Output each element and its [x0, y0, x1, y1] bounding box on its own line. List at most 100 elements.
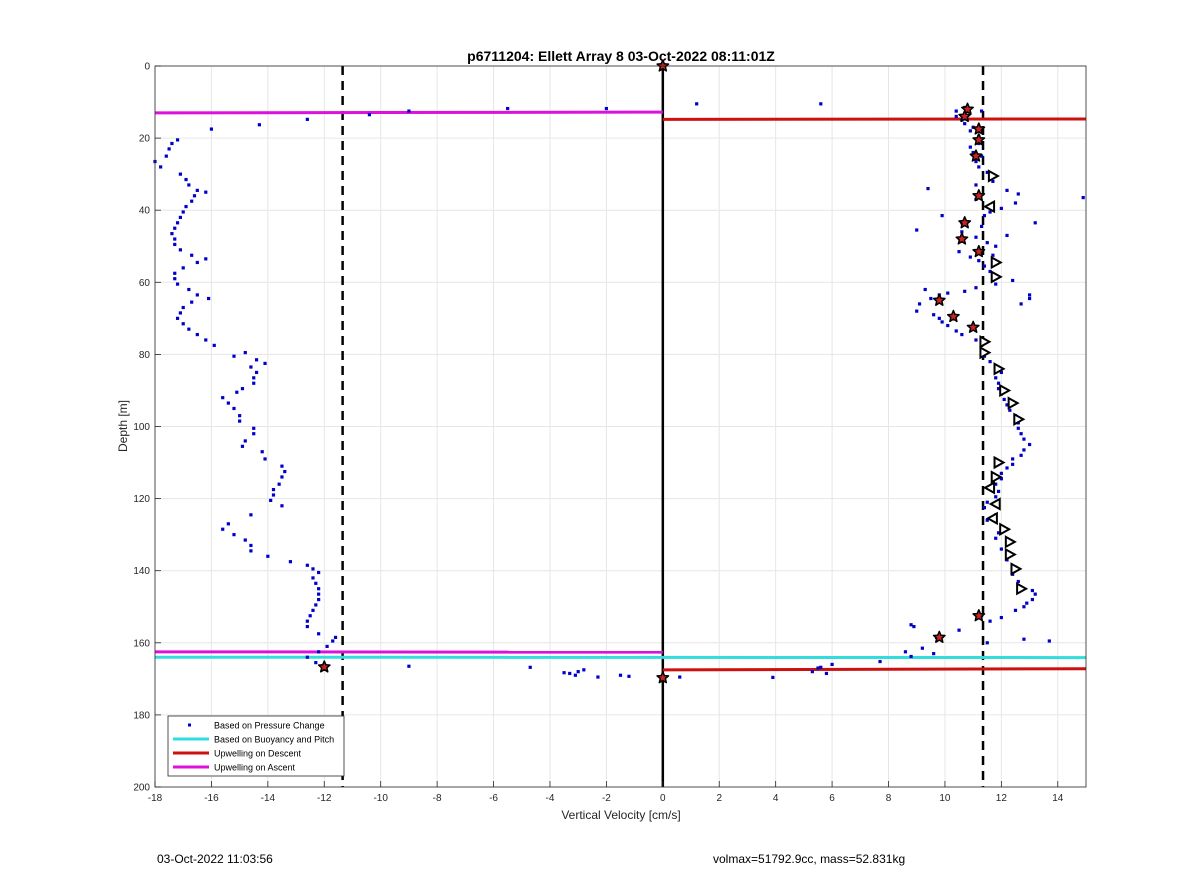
x-axis-label: Vertical Velocity [cm/s]: [561, 808, 680, 822]
data-point: [187, 287, 191, 292]
data-point: [971, 150, 975, 155]
red-star-marker: [955, 232, 969, 245]
data-point: [317, 597, 321, 602]
y-tick-label: 120: [133, 494, 150, 505]
x-axis-ticks: -18 -16 -14 -12 -10 -8 -6 -4 -2 0 2 4 6 8 10 12 14: [148, 781, 1064, 804]
triangle-right-marker: [990, 270, 1003, 284]
data-point: [164, 154, 168, 158]
x-tick-label: -14: [261, 793, 276, 804]
data-point: [1005, 188, 1009, 192]
data-point: [175, 316, 180, 320]
data-point: [181, 305, 185, 310]
triangle-right-marker: [993, 362, 1006, 376]
data-point: [178, 172, 182, 176]
triangle-right-marker: [1016, 582, 1029, 596]
data-point: [929, 296, 933, 301]
footer-timestamp: 03-Oct-2022 11:03:56: [157, 852, 273, 866]
data-point: [932, 313, 936, 317]
data-point: [1019, 302, 1023, 306]
data-point: [181, 322, 185, 326]
y-tick-label: 200: [133, 783, 150, 794]
data-point: [982, 214, 987, 218]
data-point: [170, 232, 174, 236]
data-point: [238, 414, 242, 418]
y-axis-ticks: 0 20 40 60 80 100 120 140 160 180 200: [133, 62, 161, 794]
data-point: [192, 194, 197, 198]
data-point: [173, 277, 177, 281]
y-tick-label: 40: [139, 206, 151, 217]
red-star-marker: [958, 109, 972, 123]
x-tick-label: 4: [773, 793, 779, 804]
data-point: [235, 390, 239, 394]
data-point: [204, 257, 208, 261]
data-point: [207, 296, 211, 301]
data-point: [243, 439, 247, 443]
data-point: [1011, 457, 1015, 461]
data-point: [1016, 192, 1020, 196]
data-point: [695, 102, 699, 106]
data-point: [204, 190, 208, 194]
data-point: [317, 570, 321, 575]
data-point: [985, 518, 989, 522]
red-star-marker: [972, 122, 986, 135]
data-point: [308, 614, 312, 618]
y-tick-label: 20: [139, 134, 151, 145]
red-star-marker: [972, 189, 986, 202]
data-point: [280, 504, 284, 508]
red-star-marker: [656, 59, 670, 72]
upwelling-lines: [154, 110, 1087, 672]
data-point: [181, 266, 185, 270]
data-point: [252, 381, 256, 385]
data-point: [980, 224, 984, 229]
red-star-marker: [972, 133, 986, 146]
data-point: [1008, 408, 1012, 412]
data-point: [977, 141, 981, 146]
triangle-left-marker: [983, 199, 996, 214]
data-point: [195, 293, 199, 297]
data-point: [170, 141, 174, 146]
data-point: [937, 316, 941, 320]
data-point: [974, 338, 978, 342]
data-point: [311, 567, 315, 571]
legend-label: Based on Buoyancy and Pitch: [214, 735, 334, 745]
data-point: [963, 122, 967, 126]
data-point: [974, 235, 978, 239]
data-point: [249, 549, 253, 553]
data-point: [996, 381, 1001, 385]
triangle-left-marker: [988, 497, 1001, 511]
legend: Based on Pressure Change Based on Buoyanc…: [167, 715, 345, 777]
data-point: [985, 500, 989, 504]
x-tick-label: -4: [546, 793, 555, 804]
data-point: [1025, 601, 1029, 605]
data-point: [243, 538, 247, 542]
x-tick-label: 8: [886, 793, 892, 804]
x-tick-label: 6: [829, 793, 835, 804]
data-point: [175, 221, 180, 225]
data-point: [314, 581, 318, 585]
data-point: [173, 237, 177, 241]
data-point: [1081, 195, 1085, 200]
data-point: [407, 109, 411, 113]
data-point: [317, 592, 321, 596]
data-point: [999, 206, 1003, 210]
data-point: [824, 671, 829, 676]
data-point: [968, 129, 972, 133]
data-point: [331, 639, 335, 643]
triangle-right-marker: [987, 169, 1000, 183]
data-point: [271, 487, 276, 492]
data-point: [1027, 293, 1032, 297]
data-point: [985, 641, 989, 645]
data-point: [249, 513, 253, 517]
red-star-marker: [932, 630, 946, 643]
data-point: [960, 230, 964, 234]
data-point: [999, 477, 1003, 481]
x-tick-label: -8: [433, 793, 442, 804]
data-point: [909, 654, 913, 659]
data-point: [960, 332, 964, 337]
y-tick-label: 140: [133, 566, 150, 577]
data-point: [977, 259, 981, 263]
x-tick-label: -12: [317, 793, 332, 804]
data-point: [187, 183, 191, 187]
data-point: [954, 114, 958, 119]
data-point: [232, 406, 236, 411]
